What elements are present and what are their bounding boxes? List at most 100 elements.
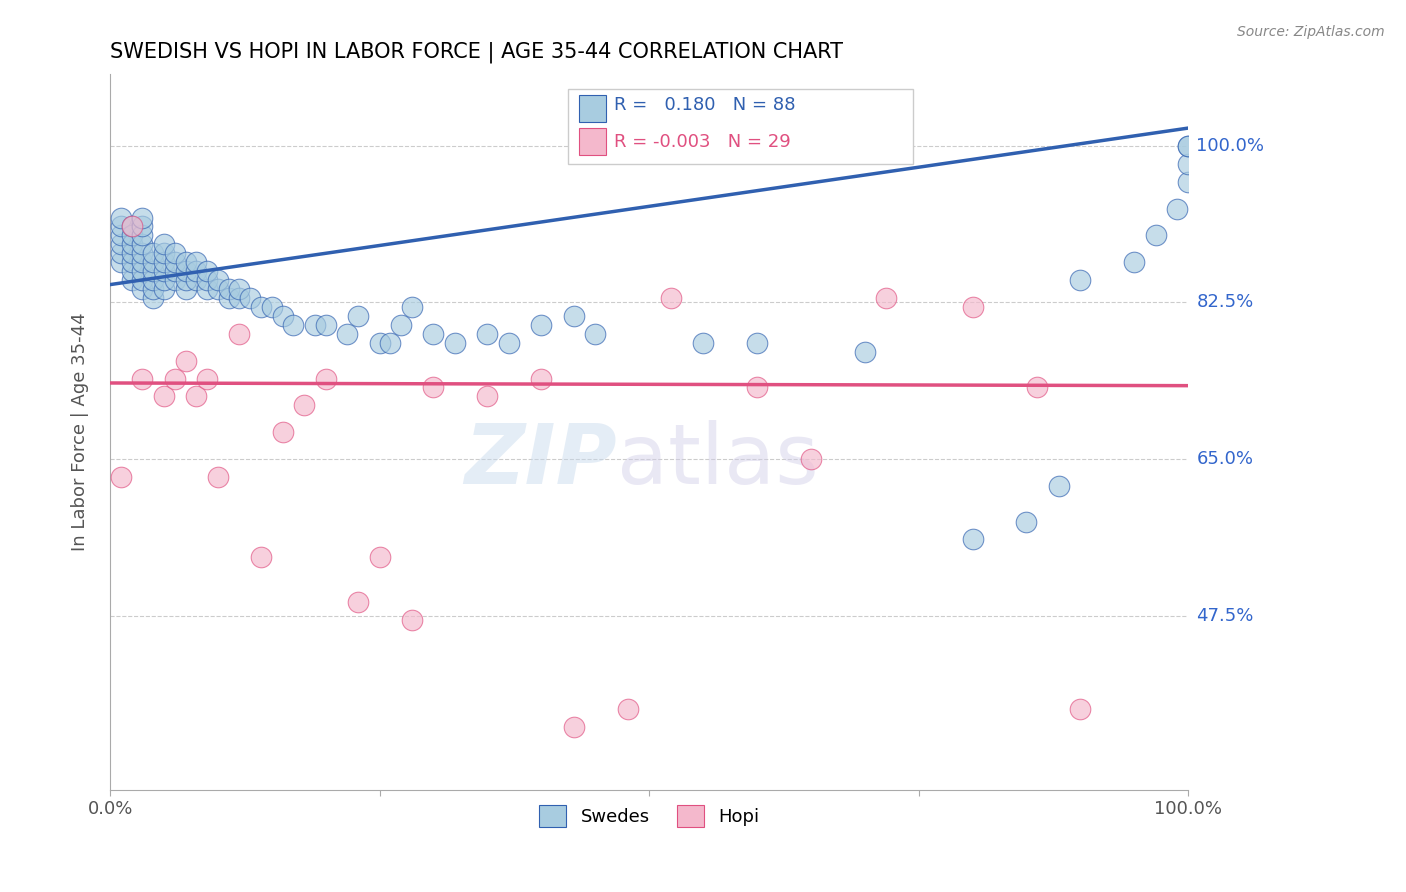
Point bbox=[304, 318, 326, 332]
Point bbox=[271, 309, 294, 323]
Point bbox=[121, 264, 143, 278]
Point bbox=[962, 300, 984, 314]
Point bbox=[583, 326, 606, 341]
Point bbox=[422, 380, 444, 394]
Point bbox=[562, 309, 585, 323]
Point bbox=[131, 219, 153, 234]
Point bbox=[186, 264, 208, 278]
Point bbox=[250, 550, 273, 565]
Point bbox=[195, 282, 218, 296]
FancyBboxPatch shape bbox=[579, 95, 606, 122]
Point bbox=[121, 219, 143, 234]
Legend: Swedes, Hopi: Swedes, Hopi bbox=[531, 798, 766, 835]
Point bbox=[174, 255, 197, 269]
Point bbox=[163, 255, 186, 269]
Point bbox=[562, 720, 585, 734]
Point bbox=[1177, 139, 1199, 153]
Point bbox=[142, 246, 165, 260]
Point bbox=[110, 228, 132, 243]
Point bbox=[875, 291, 897, 305]
Point bbox=[131, 211, 153, 225]
Point bbox=[174, 264, 197, 278]
Point bbox=[692, 335, 714, 350]
Point bbox=[315, 371, 337, 385]
Point bbox=[1177, 139, 1199, 153]
Point bbox=[283, 318, 305, 332]
Point bbox=[271, 425, 294, 439]
Point bbox=[174, 273, 197, 287]
Point bbox=[110, 211, 132, 225]
Text: Source: ZipAtlas.com: Source: ZipAtlas.com bbox=[1237, 25, 1385, 39]
Point bbox=[292, 398, 315, 412]
Point bbox=[142, 264, 165, 278]
Point bbox=[131, 255, 153, 269]
FancyBboxPatch shape bbox=[579, 128, 606, 155]
Point bbox=[1026, 380, 1049, 394]
Point bbox=[186, 255, 208, 269]
Point bbox=[186, 389, 208, 403]
Point bbox=[121, 228, 143, 243]
Point bbox=[1123, 255, 1146, 269]
Point bbox=[153, 273, 176, 287]
Point bbox=[962, 533, 984, 547]
Point bbox=[368, 550, 391, 565]
Text: ZIP: ZIP bbox=[464, 420, 617, 501]
Point bbox=[368, 335, 391, 350]
Text: SWEDISH VS HOPI IN LABOR FORCE | AGE 35-44 CORRELATION CHART: SWEDISH VS HOPI IN LABOR FORCE | AGE 35-… bbox=[110, 42, 844, 63]
Point bbox=[800, 452, 823, 467]
Point bbox=[250, 300, 273, 314]
Point bbox=[186, 273, 208, 287]
Text: 65.0%: 65.0% bbox=[1197, 450, 1254, 468]
Point bbox=[336, 326, 359, 341]
Text: 82.5%: 82.5% bbox=[1197, 293, 1254, 311]
Point bbox=[530, 318, 553, 332]
Point bbox=[1177, 157, 1199, 171]
Point bbox=[195, 273, 218, 287]
Point bbox=[131, 228, 153, 243]
Point bbox=[121, 255, 143, 269]
Point bbox=[745, 380, 768, 394]
Point bbox=[498, 335, 520, 350]
Point bbox=[228, 291, 250, 305]
Point bbox=[218, 291, 240, 305]
Point bbox=[153, 246, 176, 260]
Point bbox=[380, 335, 402, 350]
Text: R = -0.003   N = 29: R = -0.003 N = 29 bbox=[613, 133, 790, 151]
Point bbox=[1069, 702, 1091, 716]
Point bbox=[659, 291, 682, 305]
Point bbox=[401, 613, 423, 627]
Point bbox=[110, 246, 132, 260]
Point bbox=[110, 237, 132, 252]
Point bbox=[163, 264, 186, 278]
Point bbox=[142, 291, 165, 305]
Point bbox=[153, 237, 176, 252]
Point bbox=[444, 335, 467, 350]
Text: 100.0%: 100.0% bbox=[1197, 137, 1264, 155]
Y-axis label: In Labor Force | Age 35-44: In Labor Force | Age 35-44 bbox=[72, 313, 89, 551]
Point bbox=[1144, 228, 1167, 243]
Point bbox=[153, 255, 176, 269]
Point bbox=[1166, 202, 1188, 216]
Point bbox=[260, 300, 283, 314]
Point bbox=[163, 273, 186, 287]
Point bbox=[121, 219, 143, 234]
Text: R =   0.180   N = 88: R = 0.180 N = 88 bbox=[613, 96, 794, 114]
Point bbox=[142, 255, 165, 269]
Point bbox=[131, 246, 153, 260]
Point bbox=[131, 264, 153, 278]
Point bbox=[477, 326, 499, 341]
Point bbox=[110, 470, 132, 484]
Point bbox=[228, 282, 250, 296]
Point bbox=[207, 273, 229, 287]
Point bbox=[131, 371, 153, 385]
Point bbox=[207, 470, 229, 484]
Point bbox=[207, 282, 229, 296]
Point bbox=[195, 371, 218, 385]
Point bbox=[121, 246, 143, 260]
Point bbox=[530, 371, 553, 385]
Text: atlas: atlas bbox=[617, 420, 818, 501]
Point bbox=[477, 389, 499, 403]
Point bbox=[347, 309, 370, 323]
Point bbox=[153, 264, 176, 278]
Point bbox=[1047, 479, 1070, 493]
